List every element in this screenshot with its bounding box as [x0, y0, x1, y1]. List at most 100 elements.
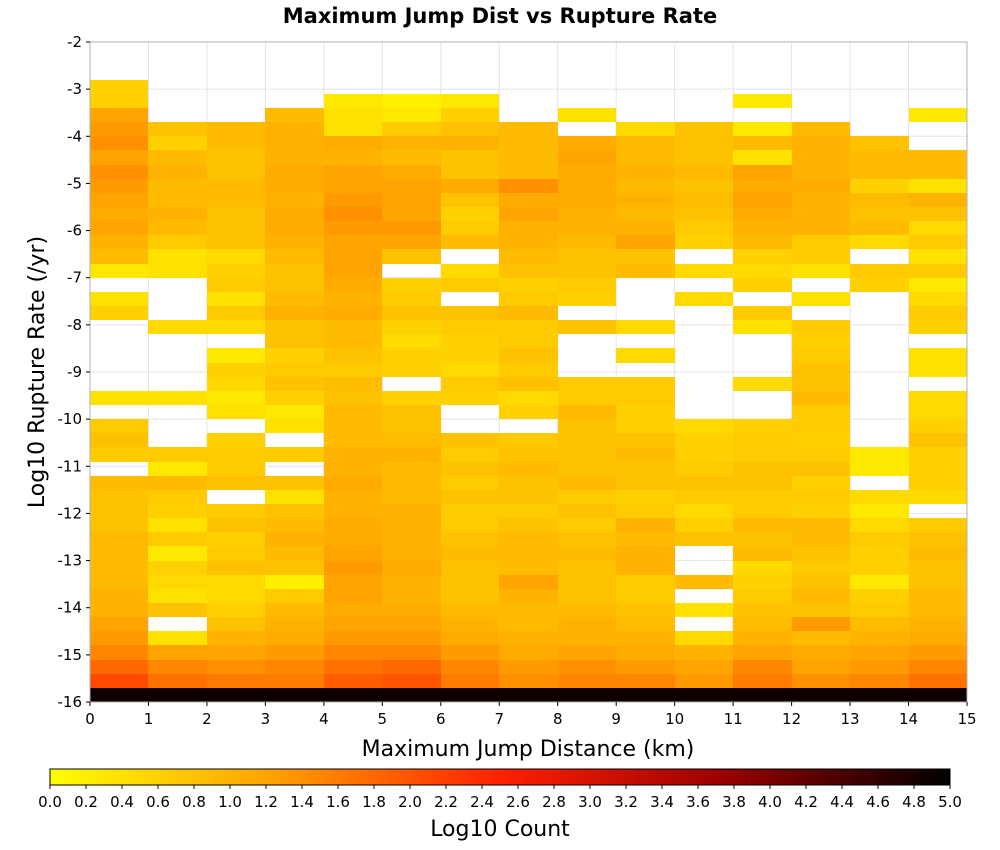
heatmap-cell — [207, 631, 265, 645]
heatmap-cell — [90, 94, 148, 108]
x-tick-label: 12 — [782, 710, 801, 728]
heatmap-cell — [675, 476, 733, 490]
y-tick-label: -10 — [58, 410, 83, 428]
heatmap-cell — [499, 518, 558, 532]
heatmap-cell — [265, 419, 324, 433]
y-tick-label: -15 — [58, 646, 83, 664]
heatmap-cell — [324, 575, 382, 589]
heatmap-cell — [616, 645, 675, 660]
heatmap-cell — [850, 235, 909, 249]
heatmap-cell — [382, 235, 441, 249]
heatmap-cell — [675, 631, 733, 645]
heatmap-cell — [909, 207, 967, 221]
heatmap-cell — [324, 207, 382, 221]
heatmap-cell — [382, 532, 441, 546]
heatmap-cell — [324, 518, 382, 532]
heatmap-cell — [265, 235, 324, 249]
heatmap-cell — [324, 193, 382, 207]
colorbar-ticks: 0.0 0.2 0.4 0.6 0.8 1.0 1.2 1.4 1.6 1.8 2.0 2.2 2.4 2… — [38, 785, 962, 811]
heatmap-cell — [207, 532, 265, 546]
colorbar-tick-label: 3.2 — [614, 793, 638, 811]
heatmap-cell — [90, 264, 148, 278]
heatmap-cell — [441, 688, 499, 702]
heatmap-cell — [733, 249, 792, 264]
heatmap-cell — [792, 207, 850, 221]
heatmap-cell — [207, 546, 265, 561]
heatmap-cell — [675, 645, 733, 660]
heatmap-cell — [792, 348, 850, 363]
heatmap-cell — [207, 433, 265, 447]
heatmap-cell — [675, 221, 733, 235]
heatmap-cell — [499, 546, 558, 561]
heatmap-cell — [265, 348, 324, 363]
heatmap-cell — [324, 320, 382, 334]
heatmap-cell — [616, 532, 675, 546]
heatmap-cell — [616, 136, 675, 150]
heatmap-cell — [207, 447, 265, 462]
heatmap-cell — [265, 150, 324, 165]
heatmap-cell — [148, 603, 207, 617]
heatmap-cell — [733, 179, 792, 193]
heatmap-cell — [441, 518, 499, 532]
heatmap-cell — [324, 136, 382, 150]
heatmap-cell — [792, 462, 850, 476]
x-tick-label: 13 — [841, 710, 860, 728]
heatmap-cell — [207, 377, 265, 391]
heatmap-cell — [499, 561, 558, 575]
heatmap-cell — [148, 447, 207, 462]
heatmap-cell — [909, 165, 967, 179]
heatmap-cell — [909, 462, 967, 476]
heatmap-cell — [265, 334, 324, 348]
heatmap-cell — [733, 589, 792, 603]
heatmap-cell — [909, 532, 967, 546]
heatmap-cell — [499, 165, 558, 179]
heatmap-cell — [90, 645, 148, 660]
heatmap-cell — [90, 518, 148, 532]
heatmap-cell — [90, 136, 148, 150]
heatmap-cell — [441, 391, 499, 405]
heatmap-cell — [324, 405, 382, 419]
heatmap-cell — [675, 660, 733, 674]
heatmap-cell — [148, 122, 207, 136]
heatmap-cell — [148, 136, 207, 150]
heatmap-cell — [499, 179, 558, 193]
heatmap-cell — [207, 617, 265, 631]
heatmap-cell — [909, 518, 967, 532]
heatmap-cell — [733, 150, 792, 165]
heatmap-cell — [382, 575, 441, 589]
heatmap-cell — [616, 688, 675, 702]
heatmap-cell — [616, 660, 675, 674]
heatmap-cell — [441, 306, 499, 320]
heatmap-cell — [733, 207, 792, 221]
heatmap-cell — [207, 462, 265, 476]
y-tick-label: -7 — [67, 269, 82, 287]
heatmap-cell — [675, 179, 733, 193]
heatmap-cell — [90, 589, 148, 603]
heatmap-cell — [324, 674, 382, 688]
heatmap-cell — [207, 150, 265, 165]
heatmap-cell — [499, 589, 558, 603]
heatmap-cell — [909, 306, 967, 320]
heatmap-cell — [499, 348, 558, 363]
heatmap-cell — [792, 221, 850, 235]
heatmap-cell — [792, 334, 850, 348]
heatmap-cell — [850, 645, 909, 660]
heatmap-cell — [792, 546, 850, 561]
heatmap-cell — [382, 674, 441, 688]
heatmap-cell — [558, 518, 616, 532]
heatmap-cell — [558, 603, 616, 617]
x-tick-label: 1 — [144, 710, 154, 728]
heatmap-cell — [558, 589, 616, 603]
heatmap-cell — [558, 193, 616, 207]
heatmap-cell — [792, 476, 850, 490]
heatmap-cell — [148, 179, 207, 193]
colorbar-tick-label: 4.4 — [830, 793, 854, 811]
heatmap-cell — [616, 165, 675, 179]
heatmap-cell — [850, 575, 909, 589]
heatmap-cell — [499, 334, 558, 348]
heatmap-cell — [207, 320, 265, 334]
heatmap-cell — [733, 377, 792, 391]
heatmap-cell — [558, 179, 616, 193]
heatmap-cell — [324, 348, 382, 363]
heatmap-cell — [616, 150, 675, 165]
